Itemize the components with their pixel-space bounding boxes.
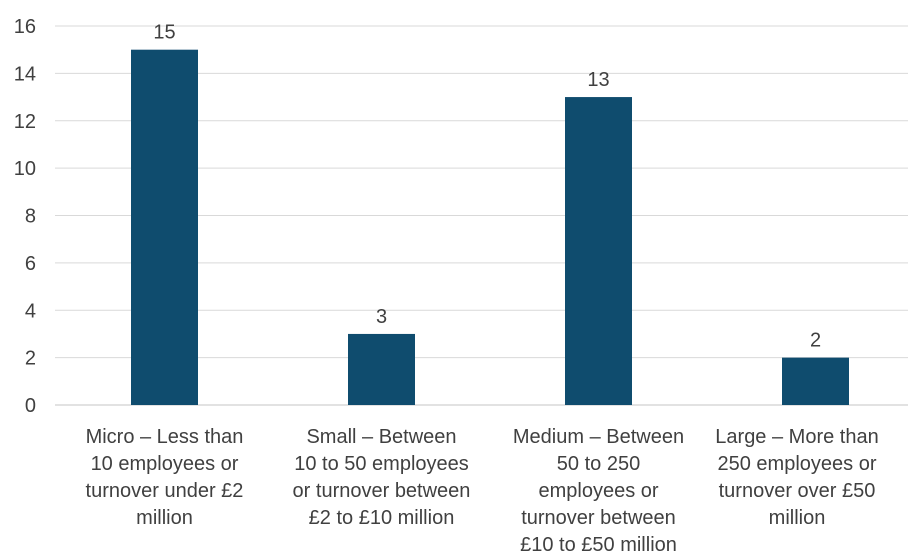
data-label: 13	[587, 69, 609, 91]
bar	[565, 97, 632, 405]
y-tick-label: 2	[25, 348, 36, 370]
x-category-label: Large – More than 250 employees or turno…	[715, 426, 879, 529]
data-label: 15	[153, 22, 175, 44]
bar	[348, 333, 415, 405]
y-tick-label: 6	[25, 253, 36, 275]
data-label: 3	[376, 306, 387, 328]
y-tick-label: 16	[14, 16, 36, 38]
data-label: 2	[810, 330, 821, 352]
bar	[131, 49, 198, 405]
y-tick-label: 0	[25, 395, 36, 417]
y-tick-label: 14	[14, 63, 36, 85]
y-tick-label: 4	[25, 300, 36, 322]
data-labels: 15 3 13 2	[153, 22, 821, 352]
x-category-label: Medium – Between 50 to 250 employees or …	[512, 426, 685, 556]
bars	[131, 49, 849, 405]
y-axis-ticks: 0 2 4 6 8 10 12 14 16	[14, 16, 36, 417]
bar	[782, 357, 849, 405]
x-category-label: Small – Between 10 to 50 employees or tu…	[292, 426, 471, 529]
x-category-label: Micro – Less than 10 employees or turnov…	[85, 426, 244, 529]
y-tick-label: 8	[25, 206, 36, 228]
y-tick-label: 10	[14, 158, 36, 180]
y-tick-label: 12	[14, 111, 36, 133]
